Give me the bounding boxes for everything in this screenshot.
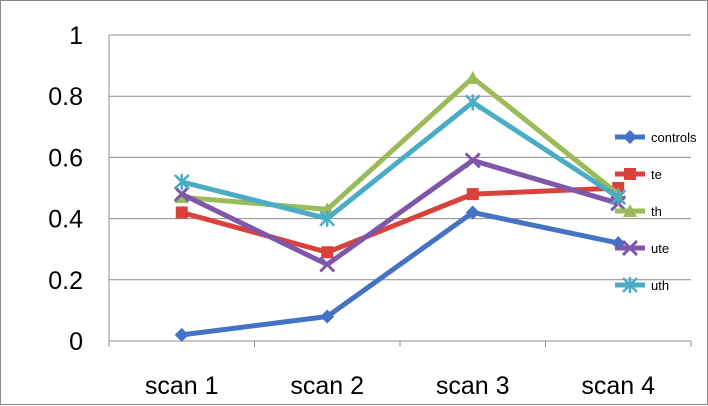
- series-line-controls: [181, 209, 619, 338]
- data-point-uth: [319, 210, 336, 227]
- data-point-controls: [174, 327, 189, 342]
- series-line-ute: [180, 157, 619, 267]
- data-point-uth: [610, 189, 627, 206]
- legend-label-controls: controls: [651, 130, 697, 145]
- data-point-ute: [464, 152, 481, 169]
- data-point-th: [465, 70, 480, 84]
- y-tick-label: 0.8: [48, 83, 83, 111]
- y-tick-label: 0: [69, 328, 83, 356]
- x-tick-label: scan 1: [145, 372, 219, 400]
- legend-marker-ute: [621, 239, 639, 257]
- legend-marker-te: [624, 168, 636, 180]
- data-point-uth: [464, 94, 481, 111]
- data-point-te: [321, 246, 334, 259]
- x-tick-label: scan 4: [581, 372, 655, 400]
- legend-marker-controls: [623, 130, 637, 144]
- legend-label-te: te: [651, 167, 662, 182]
- y-tick-label: 0.6: [48, 144, 83, 172]
- data-point-te: [175, 206, 188, 219]
- legend-label-ute: ute: [651, 241, 669, 256]
- series-line-te: [181, 185, 619, 255]
- legend-marker-th: [623, 204, 637, 217]
- y-tick-label: 1: [69, 22, 83, 50]
- data-point-controls: [465, 205, 480, 220]
- legend-label-th: th: [651, 204, 662, 219]
- y-tick-label: 0.4: [48, 206, 83, 234]
- data-point-uth: [173, 173, 190, 190]
- data-point-controls: [320, 309, 335, 324]
- data-point-th: [320, 202, 335, 216]
- y-tick-label: 0.2: [48, 267, 83, 295]
- x-tick-label: scan 3: [436, 372, 510, 400]
- x-tick-label: scan 2: [290, 372, 364, 400]
- data-point-ute: [319, 256, 336, 273]
- data-point-te: [466, 188, 479, 201]
- legend-label-uth: uth: [651, 278, 669, 293]
- series-line-uth: [181, 99, 620, 222]
- data-point-ute: [173, 186, 190, 203]
- series-line-th: [181, 75, 620, 212]
- legend-marker-uth: [622, 277, 638, 293]
